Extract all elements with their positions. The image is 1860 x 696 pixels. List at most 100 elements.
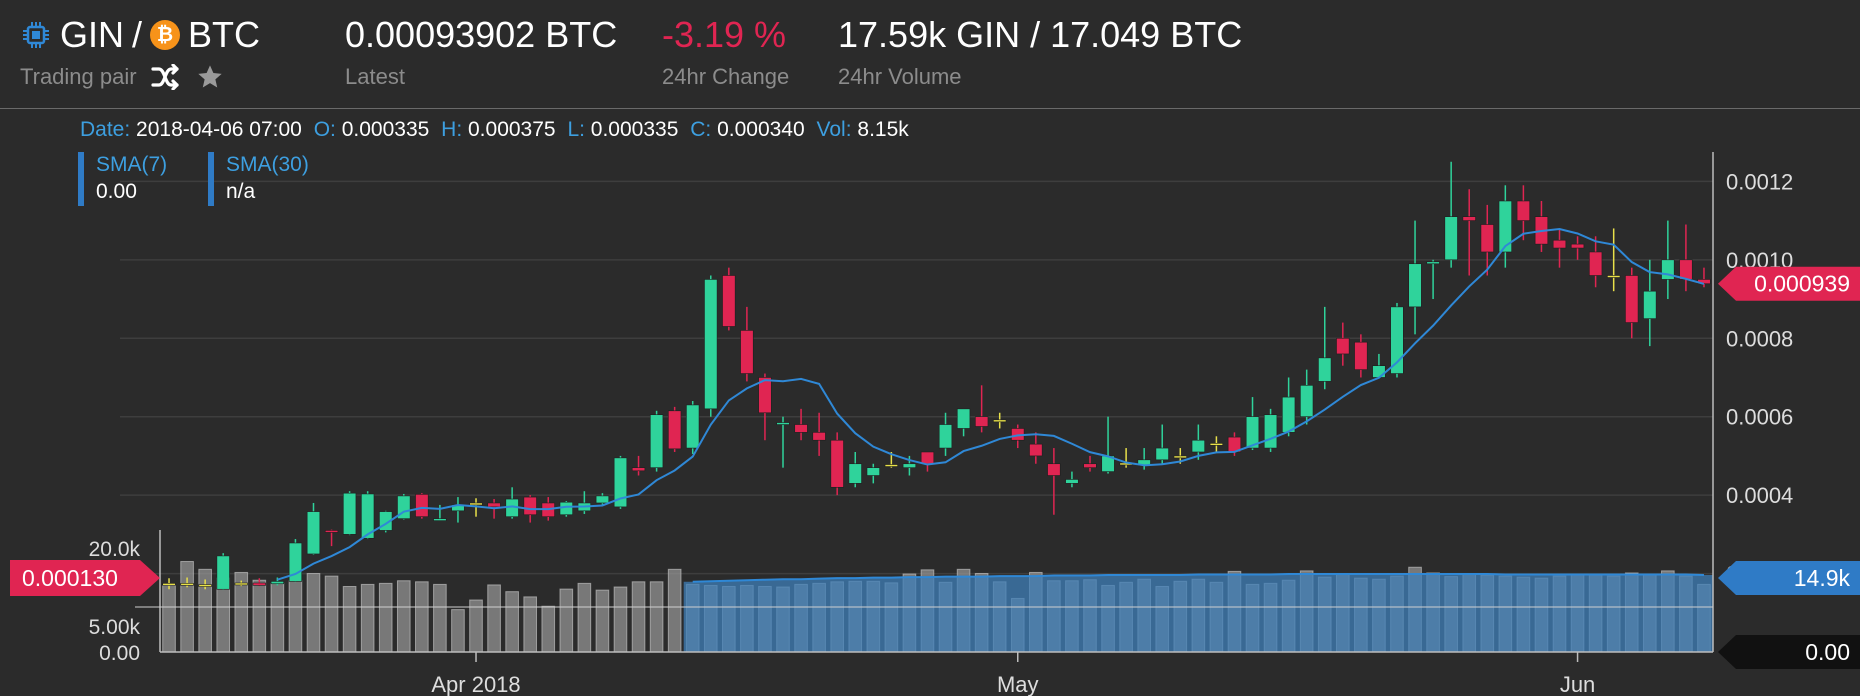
candle-body bbox=[776, 422, 790, 425]
candle-body bbox=[487, 502, 501, 508]
indicator-sma30[interactable]: SMA(30) n/a bbox=[208, 152, 309, 206]
cursor-price-badge-text: 0.000130 bbox=[22, 565, 118, 591]
candle-body bbox=[938, 424, 953, 449]
candle-body bbox=[1444, 216, 1458, 261]
candle-body bbox=[668, 410, 682, 450]
star-favorite-icon[interactable] bbox=[195, 63, 225, 91]
candle-body bbox=[704, 279, 718, 410]
candle-body bbox=[956, 408, 971, 429]
candle-body bbox=[1083, 463, 1097, 468]
price-tick-label: 0.0012 bbox=[1726, 169, 1793, 194]
volume-bar bbox=[523, 596, 538, 653]
legend-date: 2018-04-06 07:00 bbox=[136, 118, 302, 141]
volume-sma-area bbox=[683, 574, 1713, 652]
volume-bar bbox=[631, 581, 646, 653]
candle-body bbox=[920, 451, 935, 465]
candle-body bbox=[812, 432, 826, 441]
quote-symbol: BTC bbox=[188, 14, 261, 55]
candle-body bbox=[1462, 216, 1476, 221]
candle-body bbox=[794, 424, 808, 433]
candle-body bbox=[740, 330, 754, 374]
volume-bar bbox=[541, 605, 556, 653]
volume-sma-line bbox=[692, 573, 1704, 583]
legend-open: 0.000335 bbox=[341, 118, 430, 141]
candle-body bbox=[1408, 263, 1422, 308]
candle-body bbox=[1570, 243, 1585, 249]
volume-bar bbox=[469, 599, 483, 653]
volume-bar bbox=[559, 588, 574, 653]
candle-body bbox=[848, 463, 862, 484]
volume-bar bbox=[649, 581, 664, 653]
volume-bar bbox=[270, 582, 285, 653]
candle-body bbox=[234, 582, 248, 586]
volume-tick-label: 20.0k bbox=[89, 538, 141, 561]
candle-body bbox=[613, 457, 628, 508]
candle-body bbox=[902, 463, 917, 468]
cursor-price-badge-shape bbox=[10, 560, 160, 596]
legend-high: 0.000375 bbox=[468, 118, 556, 141]
price-sma-line bbox=[277, 227, 1705, 581]
volume-bar bbox=[324, 575, 339, 653]
volume-bar bbox=[577, 582, 592, 653]
candle-body bbox=[1426, 261, 1440, 265]
volume-label: 24hr Volume bbox=[838, 64, 962, 89]
candle-body bbox=[1607, 275, 1621, 278]
time-tick-label: Jun bbox=[1560, 672, 1595, 696]
pair-label-row: Trading pair bbox=[20, 62, 260, 92]
candle-body bbox=[722, 275, 736, 327]
candle-body bbox=[252, 582, 266, 586]
volume-bar bbox=[288, 580, 303, 653]
candle-body bbox=[830, 439, 844, 488]
candle-body bbox=[1065, 479, 1079, 484]
volume-bar bbox=[306, 572, 321, 653]
indicator-sma7[interactable]: SMA(7) 0.00 bbox=[78, 152, 167, 206]
price-badges: 0.000939 14.9k 0.00 0.000130 bbox=[10, 266, 1860, 669]
volume-bar bbox=[487, 584, 501, 653]
volume-bar bbox=[415, 581, 429, 653]
latest-label: Latest bbox=[345, 64, 405, 89]
last-price-badge: 0.000939 bbox=[1718, 266, 1860, 301]
candle-body bbox=[216, 555, 230, 590]
indicator-name: SMA(7) bbox=[96, 153, 168, 176]
legend-low: 0.000335 bbox=[590, 118, 679, 141]
time-tick-label: May bbox=[997, 672, 1039, 696]
candle-body bbox=[1300, 385, 1314, 417]
volume-bar bbox=[595, 589, 610, 653]
base-symbol: GIN bbox=[60, 14, 125, 55]
candle-body bbox=[1552, 239, 1567, 249]
candle-body bbox=[1029, 443, 1043, 457]
price-tick-label: 0.0008 bbox=[1726, 326, 1793, 351]
volume-bar bbox=[360, 583, 375, 653]
candle-body bbox=[433, 518, 447, 521]
btc-coin-icon: ₿ bbox=[150, 20, 181, 50]
shuffle-icon[interactable] bbox=[150, 64, 181, 90]
candle-body bbox=[975, 416, 989, 427]
pair-title[interactable]: GIN / ₿ BTC bbox=[20, 12, 260, 58]
candle-body bbox=[1173, 455, 1187, 459]
volume-zero-badge: 0.00 bbox=[1718, 635, 1860, 669]
legend-high-key: H: bbox=[441, 118, 463, 141]
candle-body bbox=[1480, 224, 1494, 253]
candle-body bbox=[758, 377, 772, 414]
last-price-badge-text: 0.000939 bbox=[1754, 271, 1850, 297]
grid-lines bbox=[120, 180, 1713, 575]
candle-body bbox=[1245, 416, 1260, 449]
volume-block: 17.59k GIN / 17.049 BTC 24hr Volume bbox=[838, 12, 1242, 92]
volume-zero-badge-text: 0.00 bbox=[1805, 639, 1850, 665]
candle-body bbox=[1263, 414, 1278, 449]
candle-body bbox=[1354, 341, 1368, 370]
candle-body bbox=[595, 495, 610, 504]
candle-body bbox=[1155, 447, 1169, 461]
candle-body bbox=[1498, 200, 1512, 253]
candle-body bbox=[1679, 259, 1693, 280]
legend-vol-key: Vol: bbox=[816, 118, 852, 141]
pair-label: Trading pair bbox=[20, 64, 137, 89]
volume-bar bbox=[451, 609, 465, 653]
candle-body bbox=[1516, 200, 1531, 221]
candle-body bbox=[1625, 275, 1639, 323]
change-label: 24hr Change bbox=[662, 64, 790, 89]
volume-value: 17.59k GIN / 17.049 BTC bbox=[838, 14, 1243, 55]
legend-close: 0.000340 bbox=[717, 118, 805, 141]
cursor-price-badge: 0.000130 bbox=[10, 560, 160, 596]
